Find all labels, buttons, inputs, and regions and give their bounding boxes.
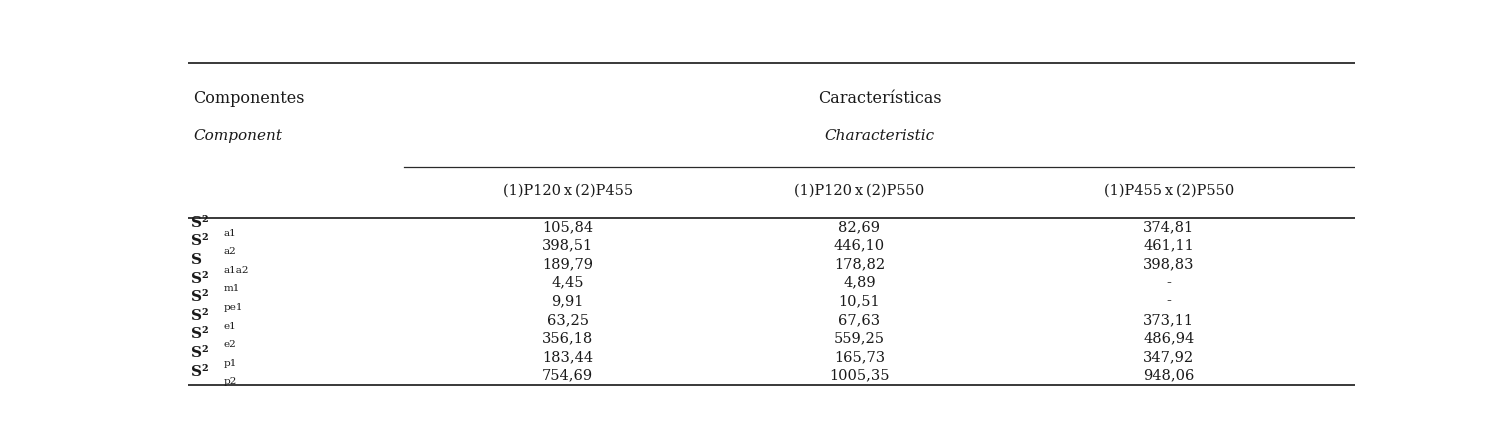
Text: e1: e1 (223, 321, 236, 330)
Text: 67,63: 67,63 (839, 313, 881, 327)
Text: 178,82: 178,82 (834, 257, 886, 271)
Text: 486,94: 486,94 (1143, 332, 1194, 345)
Text: 105,84: 105,84 (542, 220, 593, 234)
Text: 356,18: 356,18 (542, 332, 593, 345)
Text: 189,79: 189,79 (542, 257, 593, 271)
Text: S: S (191, 253, 202, 267)
Text: 559,25: 559,25 (834, 332, 886, 345)
Text: a1a2: a1a2 (223, 266, 248, 275)
Text: -: - (1166, 294, 1172, 308)
Text: Componentes: Componentes (193, 90, 304, 107)
Text: 398,83: 398,83 (1143, 257, 1194, 271)
Text: 165,73: 165,73 (834, 350, 886, 364)
Text: S²: S² (191, 365, 208, 379)
Text: 461,11: 461,11 (1143, 239, 1194, 253)
Text: 754,69: 754,69 (542, 369, 593, 383)
Text: Component: Component (193, 129, 282, 143)
Text: Características: Características (818, 90, 941, 107)
Text: S²: S² (191, 235, 208, 248)
Text: S²: S² (191, 327, 208, 341)
Text: 4,45: 4,45 (551, 276, 584, 290)
Text: 9,91: 9,91 (551, 294, 584, 308)
Text: (1)P120 x (2)P455: (1)P120 x (2)P455 (503, 183, 633, 198)
Text: 183,44: 183,44 (542, 350, 593, 364)
Text: S²: S² (191, 290, 208, 304)
Text: S²: S² (191, 309, 208, 323)
Text: 374,81: 374,81 (1143, 220, 1194, 234)
Text: p2: p2 (223, 377, 236, 386)
Text: 82,69: 82,69 (839, 220, 881, 234)
Text: 446,10: 446,10 (834, 239, 886, 253)
Text: 1005,35: 1005,35 (830, 369, 890, 383)
Text: 948,06: 948,06 (1143, 369, 1194, 383)
Text: S²: S² (191, 272, 208, 286)
Text: m1: m1 (223, 284, 239, 293)
Text: (1)P455 x (2)P550: (1)P455 x (2)P550 (1104, 183, 1233, 198)
Text: S²: S² (191, 346, 208, 360)
Text: -: - (1166, 276, 1172, 290)
Text: (1)P120 x (2)P550: (1)P120 x (2)P550 (794, 183, 925, 198)
Text: e2: e2 (223, 340, 236, 349)
Text: pe1: pe1 (223, 303, 242, 312)
Text: 63,25: 63,25 (547, 313, 589, 327)
Text: 398,51: 398,51 (542, 239, 593, 253)
Text: 4,89: 4,89 (843, 276, 875, 290)
Text: Characteristic: Characteristic (825, 129, 935, 143)
Text: S²: S² (191, 216, 208, 230)
Text: 347,92: 347,92 (1143, 350, 1194, 364)
Text: a2: a2 (223, 247, 236, 256)
Text: 373,11: 373,11 (1143, 313, 1194, 327)
Text: p1: p1 (223, 359, 236, 368)
Text: 10,51: 10,51 (839, 294, 880, 308)
Text: a1: a1 (223, 228, 236, 238)
